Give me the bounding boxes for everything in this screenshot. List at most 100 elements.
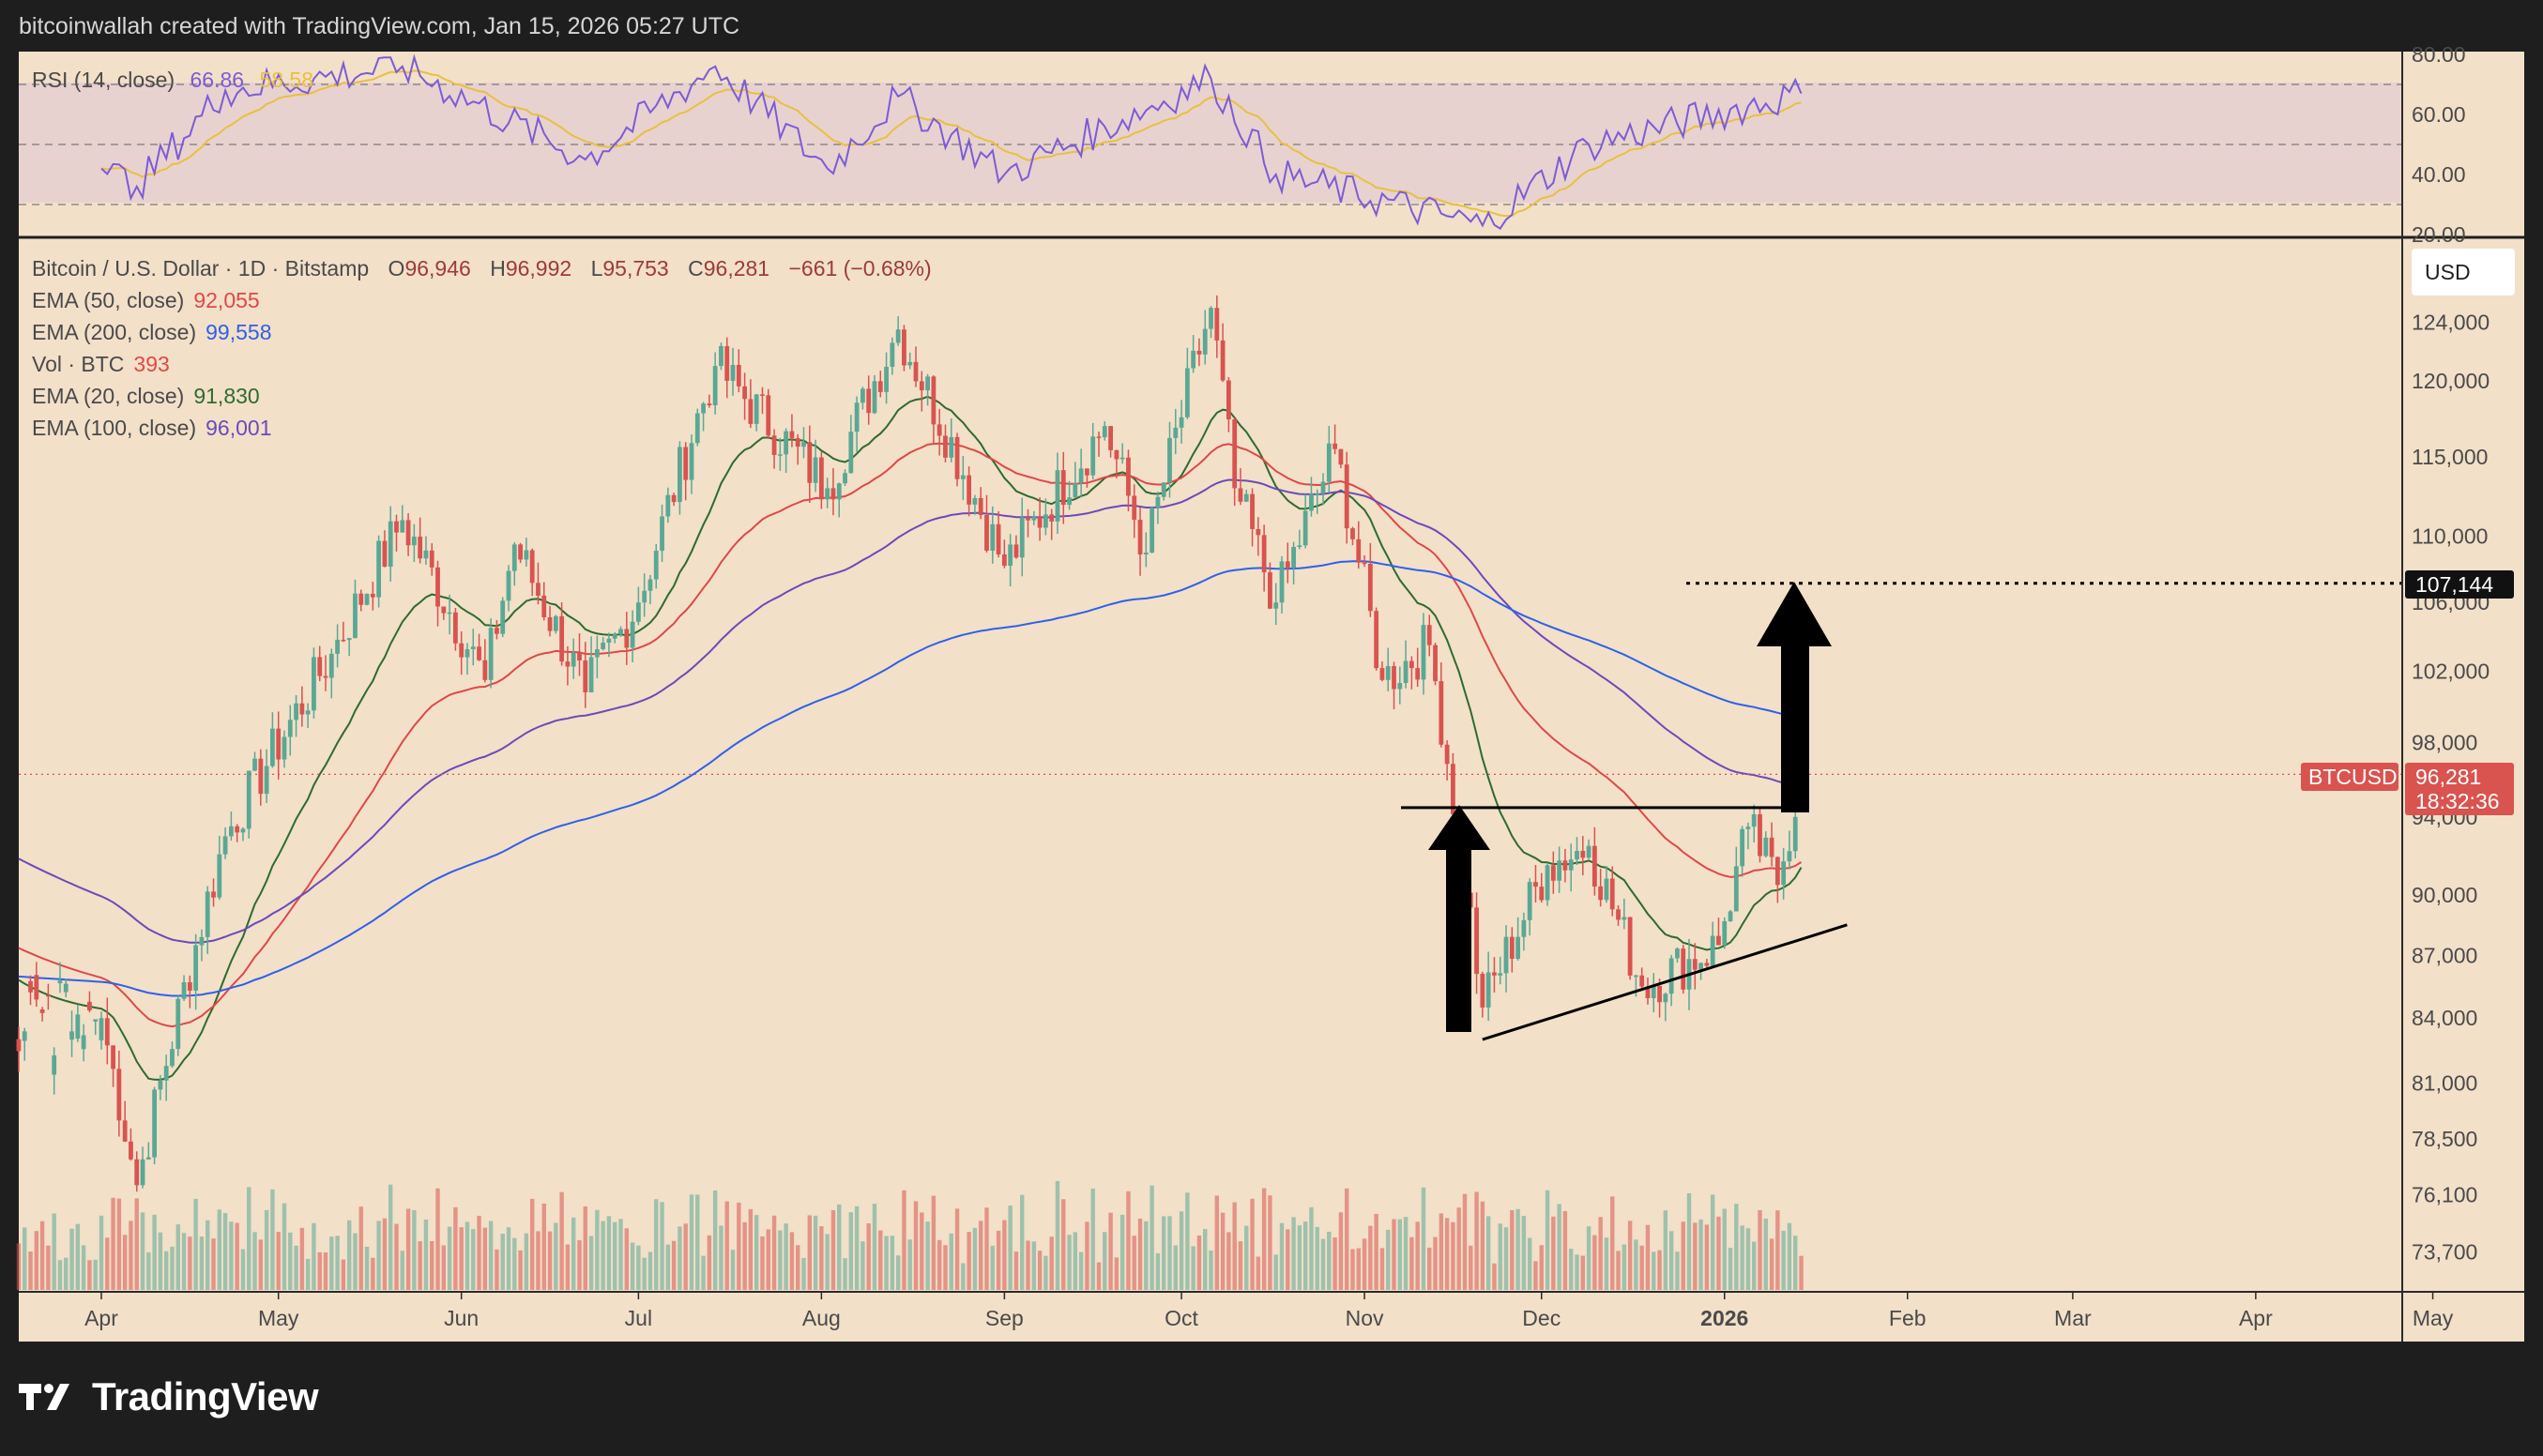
candle bbox=[441, 606, 447, 620]
rsi-axis: 80.00 60.00 40.00 20.00 bbox=[2412, 42, 2466, 247]
candle bbox=[884, 352, 889, 404]
volume-bar bbox=[129, 1221, 133, 1290]
candle bbox=[1085, 468, 1089, 488]
volume-bar bbox=[1061, 1199, 1066, 1290]
volume-bar bbox=[1368, 1225, 1373, 1290]
candle bbox=[69, 1010, 74, 1057]
price-tick: 84,000 bbox=[2412, 1006, 2477, 1030]
volume-bar bbox=[1132, 1236, 1136, 1290]
volume-bar bbox=[1598, 1217, 1603, 1290]
candle bbox=[1627, 917, 1633, 980]
volume-bar bbox=[1668, 1231, 1674, 1290]
rsi-band bbox=[19, 83, 2402, 203]
candle bbox=[795, 433, 800, 465]
volume-bar bbox=[789, 1232, 795, 1290]
candle bbox=[1031, 510, 1037, 525]
volume-bar bbox=[400, 1251, 404, 1290]
candle bbox=[583, 642, 588, 708]
volume-bar bbox=[1799, 1255, 1804, 1290]
volume-bar bbox=[305, 1258, 311, 1290]
volume-bar bbox=[1350, 1249, 1355, 1290]
volume-bar bbox=[317, 1251, 322, 1290]
volume-bar bbox=[1031, 1241, 1037, 1290]
price-tick: 124,000 bbox=[2412, 311, 2490, 335]
volume-bar bbox=[1533, 1261, 1538, 1290]
candle bbox=[647, 574, 653, 604]
volume-bar bbox=[689, 1194, 694, 1290]
candle bbox=[394, 514, 399, 552]
candle bbox=[1758, 807, 1762, 863]
currency-button[interactable]: USD bbox=[2412, 249, 2515, 296]
volume-bar bbox=[1008, 1206, 1013, 1290]
candle bbox=[99, 1011, 104, 1050]
candle bbox=[1315, 489, 1320, 514]
volume-bar bbox=[1067, 1235, 1072, 1290]
candle bbox=[1250, 488, 1255, 547]
candle bbox=[411, 523, 417, 562]
volume-bar bbox=[961, 1263, 966, 1290]
candle bbox=[890, 337, 895, 375]
volume-bar bbox=[1220, 1212, 1226, 1290]
tradingview-logo-icon bbox=[19, 1384, 69, 1410]
volume-bar bbox=[1539, 1245, 1544, 1290]
rsi-tick: 20.00 bbox=[2412, 222, 2466, 247]
time-tick: May bbox=[2413, 1306, 2454, 1330]
volume-bar bbox=[1663, 1210, 1668, 1290]
candle bbox=[1451, 752, 1455, 826]
time-tick: Mar bbox=[2054, 1306, 2092, 1330]
candle bbox=[1196, 338, 1202, 367]
volume-bar bbox=[1681, 1221, 1685, 1290]
candle bbox=[341, 621, 346, 643]
volume-bar bbox=[1781, 1230, 1786, 1290]
volume-bar bbox=[1456, 1207, 1461, 1290]
candle bbox=[843, 469, 847, 487]
candle bbox=[140, 1146, 145, 1189]
candle bbox=[1013, 535, 1019, 559]
time-tick: Oct bbox=[1165, 1306, 1198, 1330]
rsi-ma-line bbox=[100, 69, 1802, 218]
candle bbox=[1155, 492, 1161, 524]
candle bbox=[771, 429, 777, 469]
rsi-tick: 60.00 bbox=[2412, 102, 2466, 127]
volume-bar bbox=[1575, 1254, 1579, 1290]
candle bbox=[848, 415, 854, 474]
volume-bar bbox=[825, 1234, 830, 1290]
volume-bar bbox=[1433, 1236, 1438, 1290]
volume-bar bbox=[418, 1241, 422, 1290]
volume-bar bbox=[1055, 1180, 1060, 1290]
volume-bar bbox=[936, 1239, 942, 1290]
volume-bar bbox=[1740, 1225, 1744, 1290]
volume-bar bbox=[464, 1221, 470, 1290]
volume-bar bbox=[830, 1209, 836, 1290]
candle bbox=[1356, 521, 1362, 569]
volume-bar bbox=[181, 1233, 187, 1290]
volume-bar bbox=[75, 1223, 81, 1290]
candle bbox=[1598, 869, 1604, 907]
volume-bar bbox=[1108, 1212, 1113, 1290]
candle bbox=[1562, 848, 1568, 883]
candle bbox=[1580, 836, 1586, 876]
volume-bar bbox=[1150, 1185, 1154, 1290]
candle bbox=[270, 712, 275, 768]
candle bbox=[854, 396, 860, 453]
candle bbox=[1609, 866, 1615, 917]
volume-bar bbox=[116, 1198, 122, 1290]
volume-bar bbox=[1179, 1211, 1184, 1290]
candle bbox=[967, 466, 972, 517]
volume-bar bbox=[1758, 1210, 1762, 1290]
volume-bar bbox=[1527, 1237, 1532, 1290]
candle bbox=[541, 582, 547, 621]
candle bbox=[264, 749, 269, 803]
candle bbox=[719, 342, 723, 371]
candle bbox=[931, 374, 936, 444]
candle bbox=[1639, 967, 1645, 992]
candle bbox=[63, 978, 69, 998]
candle bbox=[199, 929, 205, 962]
volume-bar bbox=[1686, 1192, 1692, 1290]
candle bbox=[435, 560, 440, 627]
candle bbox=[813, 439, 818, 493]
time-tick: Apr bbox=[84, 1306, 118, 1330]
volume-bar bbox=[1026, 1240, 1030, 1290]
volume-bar bbox=[1586, 1226, 1591, 1290]
